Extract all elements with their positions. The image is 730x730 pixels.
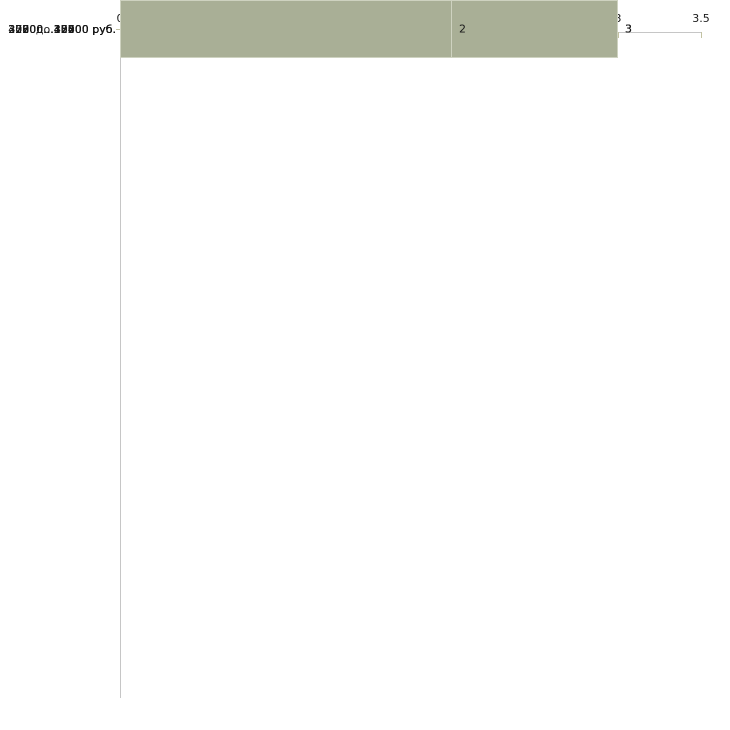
- category-label: 27800...30300 руб.: [8, 22, 116, 36]
- x-axis-label: 3.5: [692, 12, 710, 25]
- y-tick-mark: [116, 29, 120, 30]
- value-label: 2: [459, 22, 466, 36]
- category-label: 35200...37600 руб.: [8, 22, 116, 36]
- category-label: 32700...35200 руб.: [8, 22, 116, 36]
- category-label: 40000...42500 руб.: [8, 22, 116, 36]
- bar-row: 40000...42500 руб. 2: [0, 0, 730, 58]
- category-label: 22900...25400 руб.: [8, 22, 116, 36]
- value-label: 3: [625, 22, 632, 36]
- x-axis-label: 3: [614, 12, 622, 25]
- category-label: до 18000 руб.: [35, 22, 116, 36]
- y-axis-line: [120, 32, 121, 698]
- value-label: 3: [625, 22, 632, 36]
- x-tick-mark: [618, 32, 619, 38]
- category-label: 37600...40000 руб.: [8, 22, 116, 36]
- bar: [120, 0, 452, 58]
- category-label: 30300...32700 руб.: [8, 22, 116, 36]
- x-tick-mark: [701, 32, 702, 38]
- value-label: 3: [625, 22, 632, 36]
